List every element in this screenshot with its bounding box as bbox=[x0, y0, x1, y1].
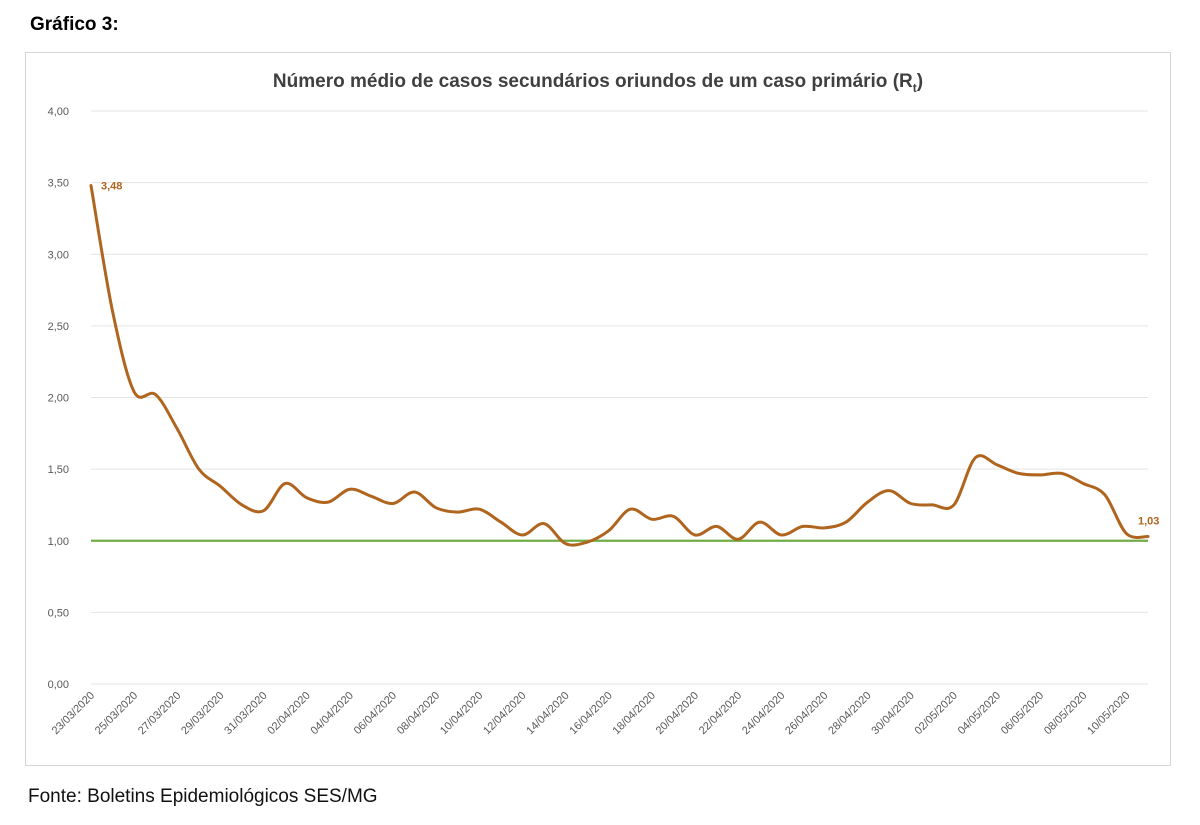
figure-heading: Gráfico 3: bbox=[30, 14, 119, 35]
x-tick-label: 26/04/2020 bbox=[783, 690, 830, 737]
x-tick-label: 10/04/2020 bbox=[438, 690, 485, 737]
x-tick-label: 28/04/2020 bbox=[826, 690, 873, 737]
x-tick-label: 30/04/2020 bbox=[869, 690, 916, 737]
first-value-label: 3,48 bbox=[101, 180, 122, 192]
y-tick-label: 0,00 bbox=[48, 679, 69, 691]
x-tick-label: 16/04/2020 bbox=[567, 690, 614, 737]
x-tick-label: 20/04/2020 bbox=[654, 690, 701, 737]
y-tick-label: 1,00 bbox=[48, 536, 69, 548]
chart-frame: Número médio de casos secundários oriund… bbox=[25, 52, 1171, 766]
x-tick-label: 29/03/2020 bbox=[179, 690, 226, 737]
y-tick-label: 2,00 bbox=[48, 393, 69, 405]
chart-title: Número médio de casos secundários oriund… bbox=[273, 71, 923, 95]
x-tick-label: 08/05/2020 bbox=[1042, 690, 1089, 737]
y-tick-label: 0,50 bbox=[48, 607, 69, 619]
x-tick-label: 25/03/2020 bbox=[93, 690, 140, 737]
y-tick-label: 4,00 bbox=[48, 106, 69, 118]
x-tick-label: 04/05/2020 bbox=[956, 690, 1003, 737]
x-tick-label: 02/05/2020 bbox=[913, 690, 960, 737]
x-tick-label: 04/04/2020 bbox=[309, 690, 356, 737]
series-layer bbox=[89, 184, 1150, 547]
y-tick-label: 2,50 bbox=[48, 321, 69, 333]
y-tick-label: 3,50 bbox=[48, 178, 69, 190]
x-tick-label: 12/04/2020 bbox=[481, 690, 528, 737]
x-tick-label: 22/04/2020 bbox=[697, 690, 744, 737]
x-tick-label: 24/04/2020 bbox=[740, 690, 787, 737]
y-axis-ticks: 0,00 0,50 1,00 1,50 2,00 2,50 3,00 3,50 4,00 bbox=[48, 106, 69, 691]
gridlines bbox=[91, 110, 1148, 685]
x-tick-label: 18/04/2020 bbox=[611, 690, 658, 737]
y-tick-label: 3,00 bbox=[48, 249, 69, 261]
x-tick-label: 27/03/2020 bbox=[136, 690, 183, 737]
source-note: Fonte: Boletins Epidemiológicos SES/MG bbox=[28, 786, 378, 807]
x-tick-label: 31/03/2020 bbox=[222, 690, 269, 737]
x-axis-ticks: 23/03/202025/03/202027/03/202029/03/2020… bbox=[50, 690, 1133, 737]
x-tick-label: 14/04/2020 bbox=[524, 690, 571, 737]
rt-series-line bbox=[89, 184, 1150, 547]
x-tick-label: 23/03/2020 bbox=[50, 690, 97, 737]
x-tick-label: 06/05/2020 bbox=[999, 690, 1046, 737]
last-value-label: 1,03 bbox=[1138, 515, 1159, 527]
y-tick-label: 1,50 bbox=[48, 464, 69, 476]
x-tick-label: 02/04/2020 bbox=[265, 690, 312, 737]
x-tick-label: 06/04/2020 bbox=[352, 690, 399, 737]
x-tick-label: 10/05/2020 bbox=[1085, 690, 1132, 737]
line-chart: Número médio de casos secundários oriund… bbox=[48, 71, 1160, 737]
x-tick-label: 08/04/2020 bbox=[395, 690, 442, 737]
data-labels: 3,48 1,03 bbox=[101, 180, 1159, 527]
